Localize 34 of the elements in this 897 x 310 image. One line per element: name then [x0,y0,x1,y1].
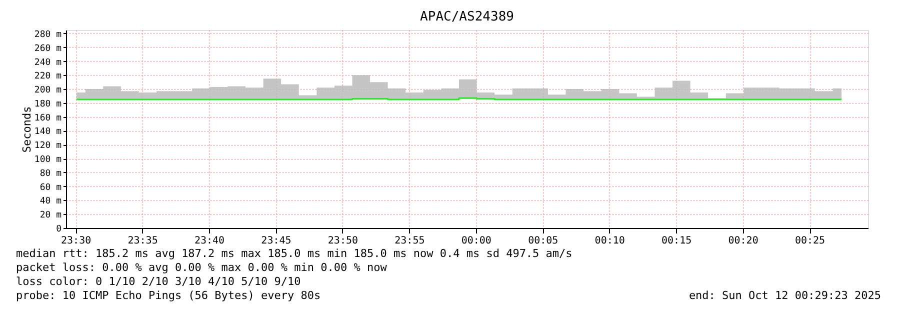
text: median rtt: 185.2 ms avg 187.2 ms max 185.0 ms min 185.0 ms now 0.4 ms sd 497.5 am/s [16,247,572,260]
x-tick-label: 00:15 [662,236,692,246]
x-tick-label: 23:30 [61,236,92,246]
y-tick-label: 40 m [40,196,62,207]
x-tick-label: 23:55 [394,236,425,246]
chart-title: APAC/AS24389 [420,9,514,24]
text: loss color: 0 1/10 2/10 3/10 4/10 5/10 9/10 [16,275,301,288]
y-axis-title: Seconds [20,106,34,153]
y-tick-label: 160 m [34,113,62,124]
y-tick-label: 120 m [34,141,62,152]
y-tick-label: 240 m [34,58,62,68]
y-tick-label: 200 m [34,86,62,96]
y-tick-label: 220 m [34,72,62,82]
x-tick-label: 00:05 [528,236,558,246]
y-tick-label: 280 m [34,30,62,40]
y-tick-label: 60 m [40,182,62,193]
x-tick-label: 00:20 [728,236,758,246]
text: probe: 10 ICMP Echo Pings (56 Bytes) every 80s [16,289,321,302]
y-tick-label: 260 m [34,44,62,54]
x-tick-label: 00:10 [594,236,625,246]
y-tick-label: 0 [56,224,62,234]
y-tick-label: 20 m [40,210,62,221]
x-tick-label: 23:40 [194,236,225,246]
y-tick-label: 80 m [40,168,62,179]
y-tick-label: 140 m [34,127,62,138]
text: packet loss: 0.00 % avg 0.00 % max 0.00 % min 0.00 % now [16,261,388,274]
y-tick-label: 100 m [34,155,62,166]
x-tick-label: 00:25 [794,236,826,246]
x-tick-label: 23:50 [328,236,358,246]
x-tick-label: 00:00 [461,236,492,246]
x-tick-label: 23:35 [128,236,158,246]
text: end: Sun Oct 12 00:29:23 2025 [688,289,881,302]
x-tick-label: 23:45 [261,236,292,246]
y-tick-label: 180 m [34,99,62,110]
